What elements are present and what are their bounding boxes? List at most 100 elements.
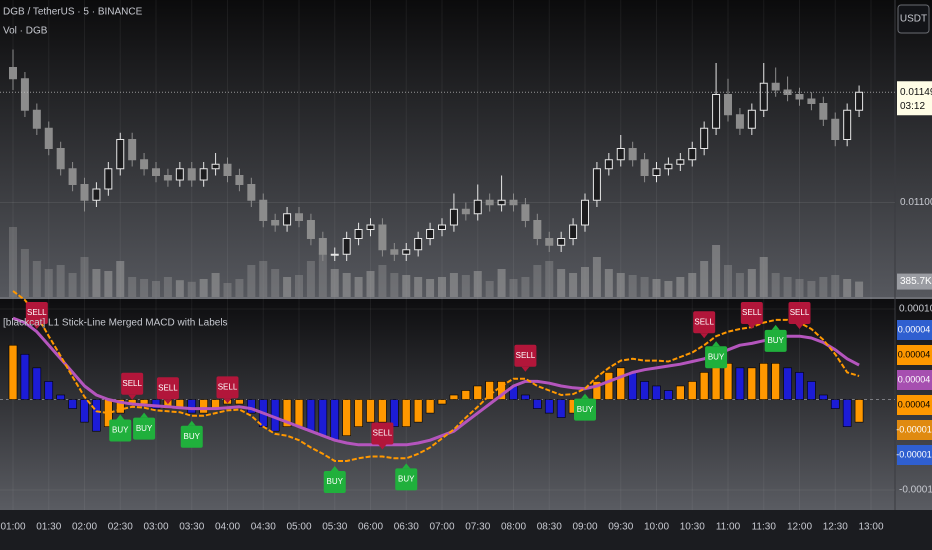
x-tick-label: 12:00 xyxy=(787,522,812,533)
candle-body xyxy=(557,238,566,246)
sell-signals-pointer xyxy=(163,399,172,405)
histogram-bar xyxy=(854,399,864,423)
x-tick-label: 09:00 xyxy=(572,522,597,533)
histogram-bar xyxy=(32,367,42,400)
x-tick-label: 03:30 xyxy=(179,522,204,533)
candle-body xyxy=(9,67,17,80)
volume-bar xyxy=(306,261,315,297)
histogram-bar xyxy=(294,399,304,427)
y-tick-label: -0.00010 xyxy=(899,485,932,496)
histogram-bar xyxy=(390,399,399,427)
candle-body xyxy=(735,114,744,129)
volume-bar xyxy=(485,281,494,297)
candle-body xyxy=(211,163,220,170)
histogram-bar xyxy=(8,344,18,400)
candle-body xyxy=(533,220,542,239)
sell-signals-label: SELL xyxy=(790,308,810,317)
candle-body xyxy=(759,82,768,111)
x-tick-label: 13:00 xyxy=(858,522,883,533)
histogram-bar xyxy=(68,399,77,409)
volume-bar xyxy=(318,253,327,297)
candle-body xyxy=(68,168,77,185)
volume-bar xyxy=(616,273,625,297)
candle-body xyxy=(354,229,363,239)
sell-signals-label: SELL xyxy=(122,379,142,388)
last-value-label: 0.00004 xyxy=(898,374,931,384)
volume-bar xyxy=(581,267,589,297)
sell-signals-pointer xyxy=(521,366,530,372)
histogram-bar xyxy=(616,367,626,400)
volume-bar xyxy=(92,269,101,297)
histogram-bar xyxy=(687,381,697,400)
histogram-bar xyxy=(747,367,757,400)
x-tick-label: 11:00 xyxy=(716,522,741,533)
volume-bar xyxy=(414,277,423,297)
volume-bar xyxy=(390,273,399,297)
volume-bar xyxy=(735,273,744,297)
sell-signals-box xyxy=(121,372,144,395)
last-value-box xyxy=(897,370,932,390)
volume-bar xyxy=(152,281,160,297)
volume-bar xyxy=(724,265,732,297)
sell-signals-label: SELL xyxy=(516,351,536,360)
volume-bar xyxy=(211,273,220,297)
currency-button[interactable] xyxy=(897,4,930,34)
histogram-bar xyxy=(592,381,602,400)
buy-signals-pointer xyxy=(330,466,339,472)
candle-body xyxy=(688,148,697,161)
candle-body xyxy=(628,148,637,161)
candle-body xyxy=(473,199,482,215)
volume-bar xyxy=(640,277,649,297)
histogram-bar xyxy=(187,399,197,414)
last-value-label: 0.00004 xyxy=(898,324,931,334)
volume-bar xyxy=(533,265,542,297)
candle-body xyxy=(771,82,780,91)
buy-signals-label: BUY xyxy=(398,474,415,483)
buy-signals-label: BUY xyxy=(708,352,725,361)
sell-signals-pointer xyxy=(378,444,387,450)
last-value-label: -0.00001 xyxy=(896,449,932,459)
volume-bar xyxy=(807,281,816,297)
volume-bar xyxy=(128,277,137,297)
sell-signals-label: SELL xyxy=(373,429,393,438)
sell-signals-box xyxy=(740,302,763,324)
volume-bar xyxy=(592,257,601,297)
volume-label: 385.7K xyxy=(900,276,932,287)
histogram-bar xyxy=(533,399,542,409)
x-tick-label: 08:00 xyxy=(501,522,526,533)
last-value-label: 0.00004 xyxy=(898,349,931,359)
histogram-bar xyxy=(56,394,65,400)
volume-bar xyxy=(473,271,482,297)
buy-signals-pointer xyxy=(771,324,780,330)
sell-signals-box xyxy=(371,422,394,445)
currency-label[interactable]: USDT xyxy=(900,14,927,25)
volume-bar xyxy=(438,277,446,297)
time-axis xyxy=(0,510,932,550)
symbol-title: DGB / TetherUS · 5 · BINANCE xyxy=(3,7,143,18)
histogram-bar xyxy=(521,394,530,400)
histogram-bar xyxy=(401,399,411,427)
volume-bar xyxy=(426,279,435,297)
volume-bar xyxy=(759,257,768,297)
sell-signals-pointer xyxy=(32,324,41,329)
sell-signals-label: SELL xyxy=(218,382,238,391)
histogram-bar xyxy=(115,399,125,414)
histogram-bar xyxy=(795,372,804,400)
volume-bar xyxy=(843,279,852,297)
volume-bar xyxy=(283,277,292,297)
candle-body xyxy=(819,103,828,120)
volume-bar xyxy=(676,277,685,297)
volume-bar xyxy=(378,265,387,297)
candle-body xyxy=(163,175,172,181)
candle-body xyxy=(426,229,435,239)
volume-bar xyxy=(688,273,697,297)
volume-bar xyxy=(664,281,673,297)
volume-bar xyxy=(557,269,566,297)
volume-bar xyxy=(569,273,578,297)
sell-signals-box xyxy=(25,302,48,324)
volume-bar xyxy=(330,269,339,297)
volume-bar xyxy=(747,269,756,297)
x-tick-label: 09:30 xyxy=(608,522,633,533)
histogram-bar xyxy=(640,381,649,400)
